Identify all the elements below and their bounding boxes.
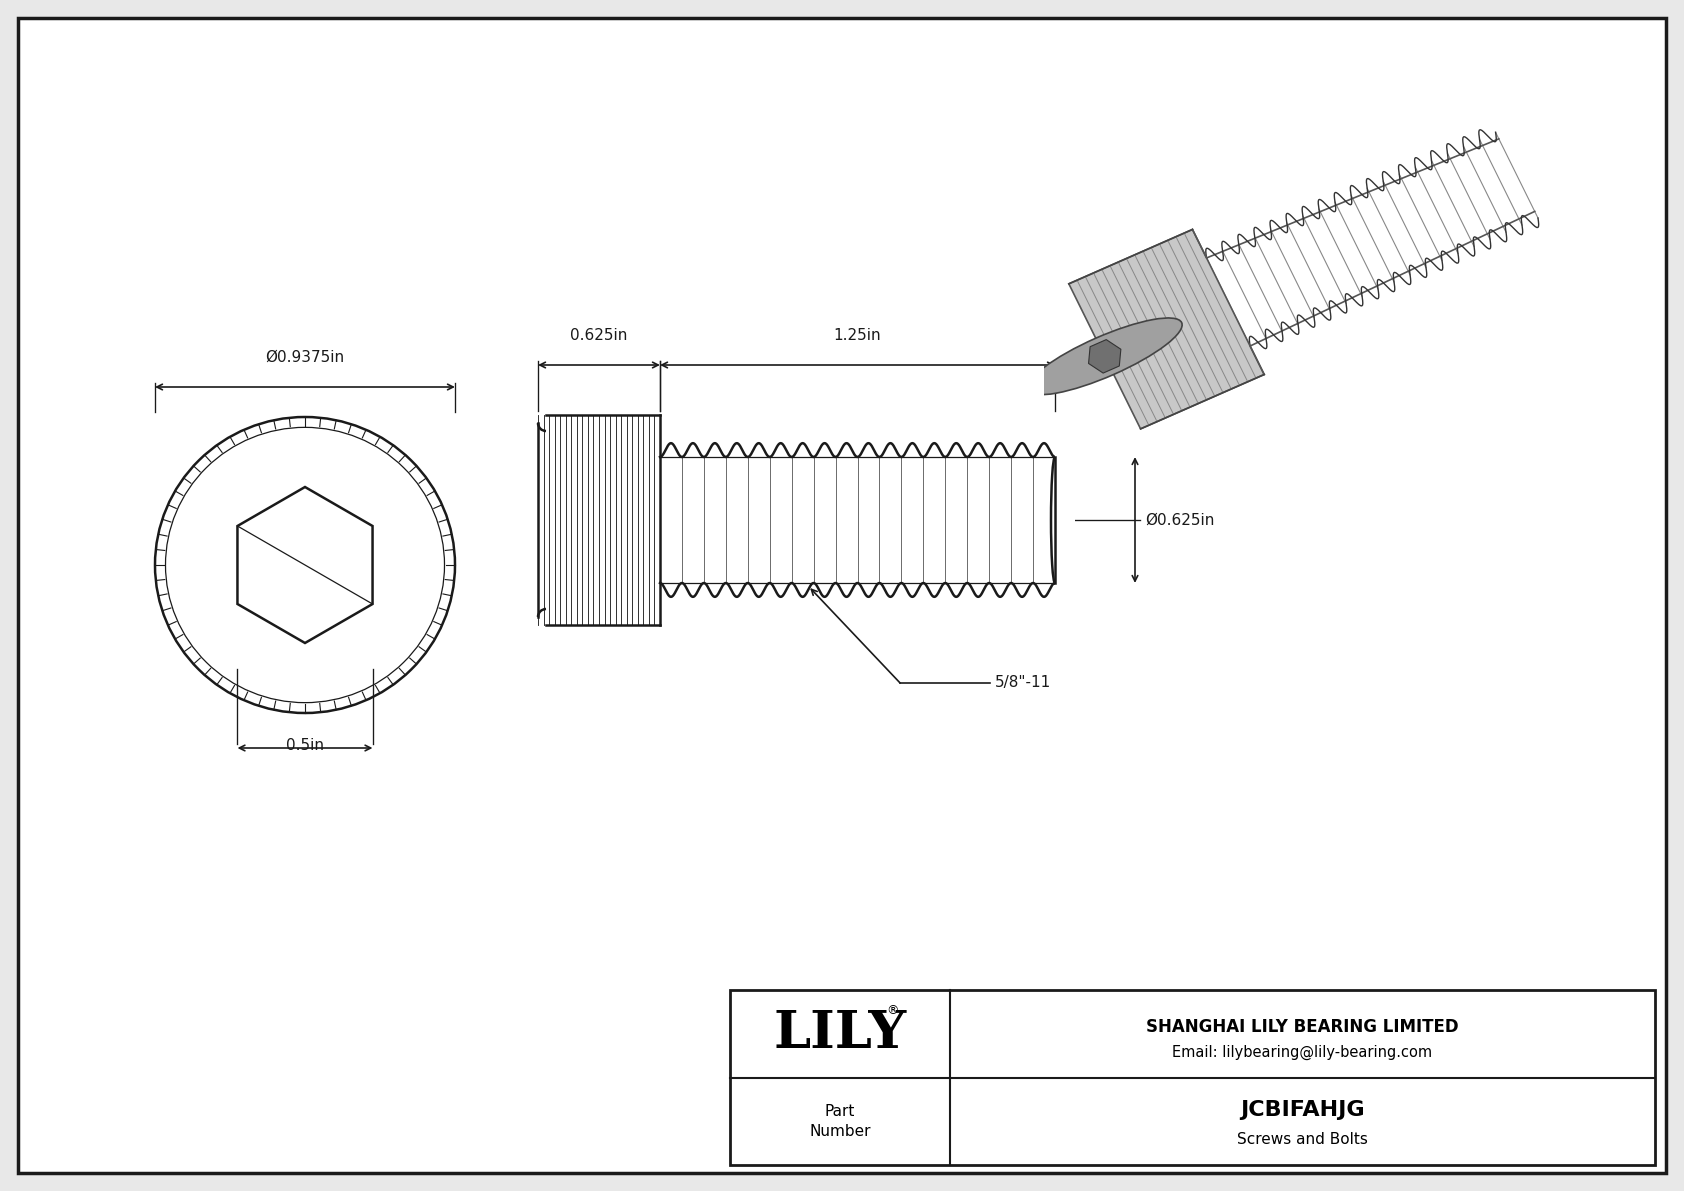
FancyBboxPatch shape [19, 18, 1665, 1173]
Text: LILY: LILY [773, 1009, 906, 1059]
Text: JCBIFAHJG: JCBIFAHJG [1239, 1099, 1364, 1120]
Text: Ø0.9375in: Ø0.9375in [266, 350, 345, 364]
Polygon shape [1088, 339, 1122, 373]
Text: Screws and Bolts: Screws and Bolts [1238, 1133, 1367, 1147]
Text: Ø0.625in: Ø0.625in [1145, 512, 1214, 528]
Bar [660, 457, 1054, 584]
Text: 0.5in: 0.5in [286, 738, 323, 753]
Ellipse shape [165, 428, 445, 703]
Text: 5/8"-11: 5/8"-11 [995, 675, 1051, 691]
Text: SHANGHAI LILY BEARING LIMITED: SHANGHAI LILY BEARING LIMITED [1147, 1018, 1458, 1036]
Bar [1054, 453, 1074, 588]
Text: ®: ® [886, 1004, 898, 1017]
Ellipse shape [1051, 457, 1059, 584]
Text: Email: lilybearing@lily-bearing.com: Email: lilybearing@lily-bearing.com [1172, 1045, 1433, 1060]
Polygon shape [1069, 230, 1265, 429]
Ellipse shape [1027, 318, 1182, 394]
Text: Part
Number: Part Number [810, 1104, 871, 1139]
Text: 0.625in: 0.625in [571, 328, 628, 343]
Bar [729, 990, 1655, 1165]
Ellipse shape [155, 417, 455, 713]
Text: 1.25in: 1.25in [834, 328, 881, 343]
